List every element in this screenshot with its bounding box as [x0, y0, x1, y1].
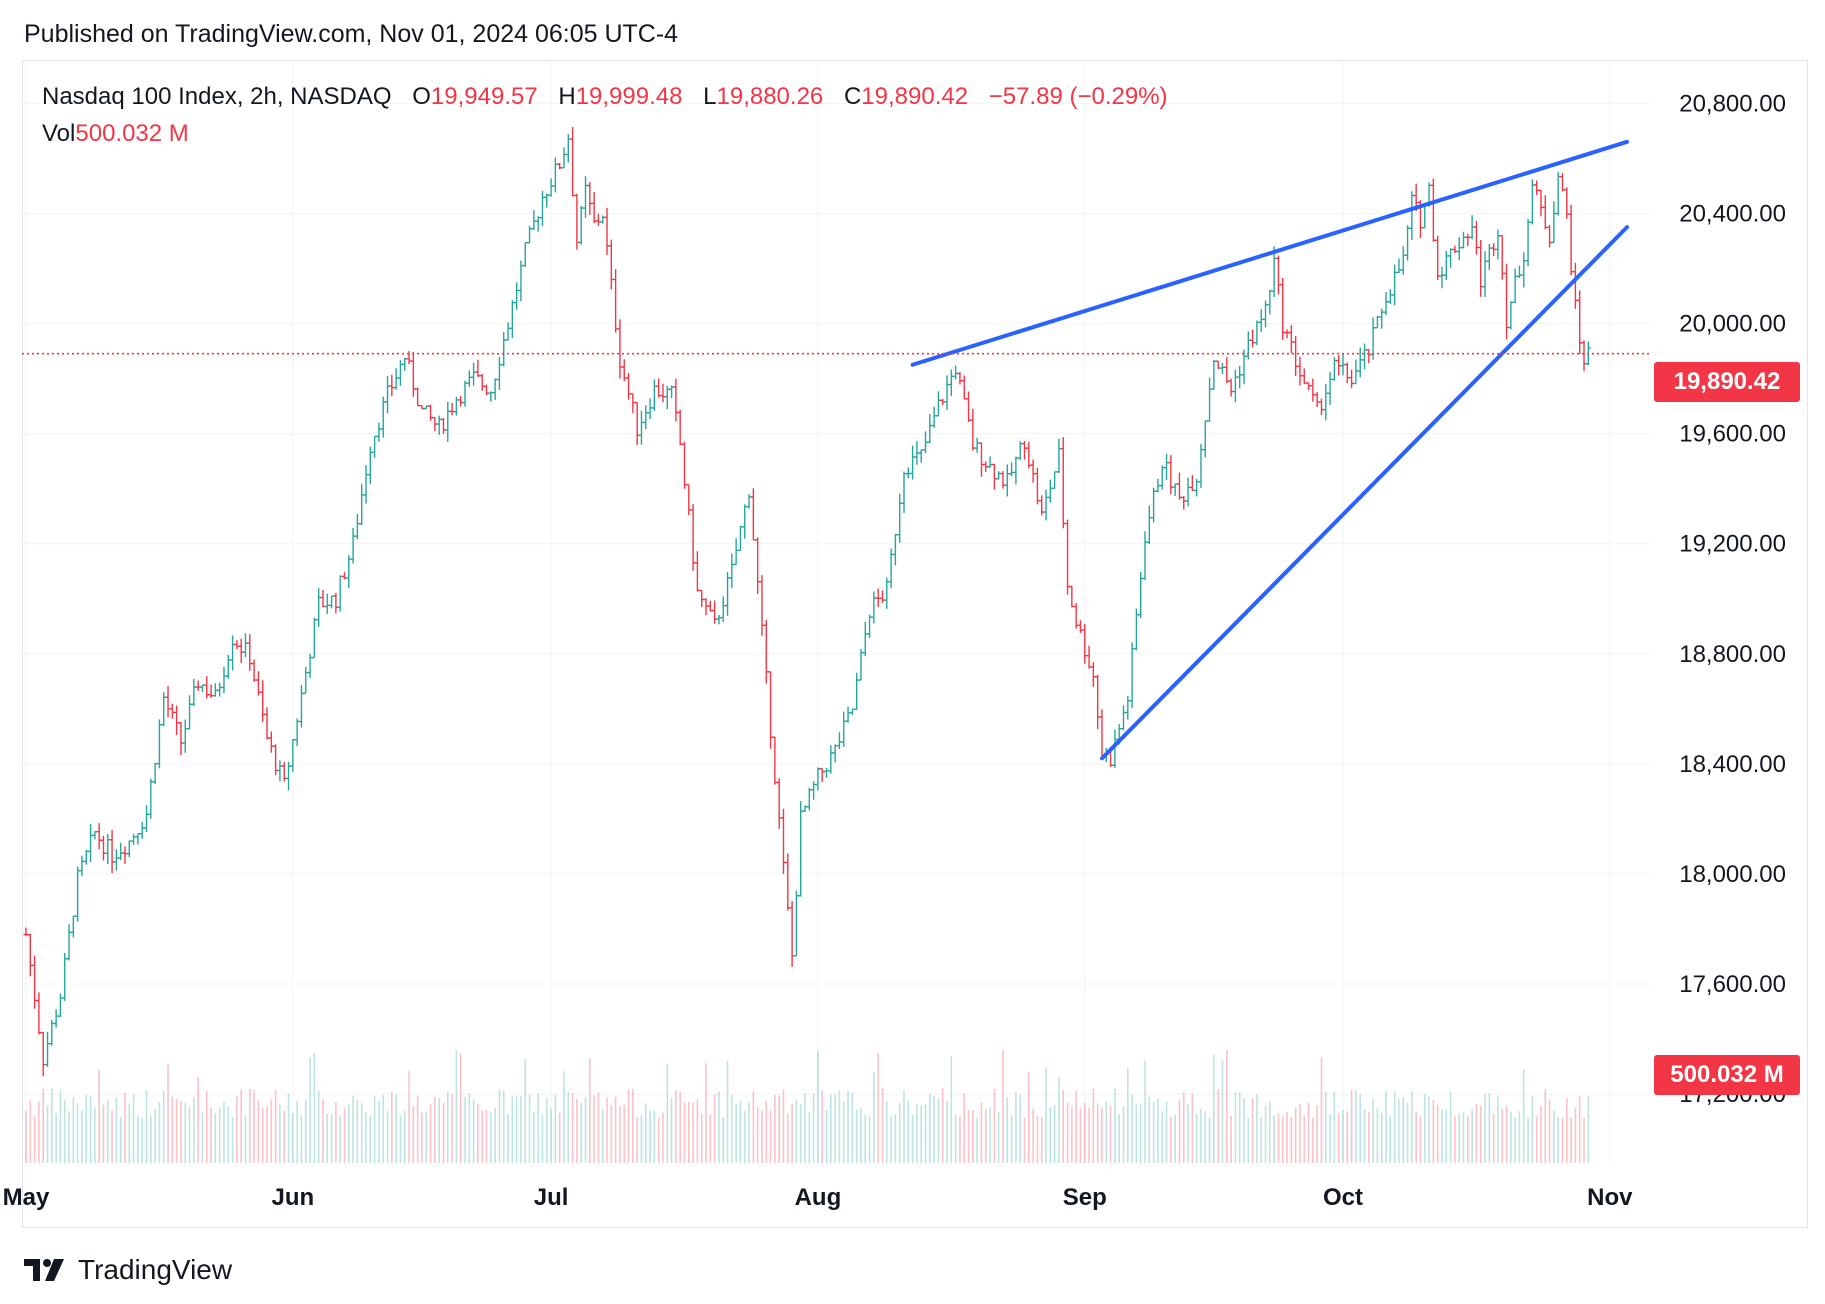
trendlines[interactable] — [910, 139, 1630, 761]
open-value: 19,949.57 — [430, 83, 538, 110]
low-value: 19,880.26 — [716, 83, 824, 110]
close-value: 19,890.42 — [861, 83, 969, 110]
x-tick-label: Jun — [272, 1184, 315, 1211]
y-tick-label: 18,000.00 — [1679, 861, 1786, 888]
volume-legend: Vol500.032 M — [42, 120, 189, 148]
x-axis: May Jun Jul Aug Sep Oct Nov — [3, 1184, 1633, 1211]
last-price-tag: 19,890.42 — [1654, 362, 1800, 402]
x-tick-label: May — [3, 1184, 50, 1211]
vol-value: 500.032 M — [75, 120, 189, 147]
tradingview-logo-icon — [24, 1259, 64, 1281]
y-tick-label: 20,800.00 — [1679, 90, 1786, 117]
x-tick-label: Jul — [534, 1184, 569, 1211]
y-tick-label: 18,800.00 — [1679, 641, 1786, 668]
open-label: O — [412, 83, 431, 110]
high-label: H — [558, 83, 576, 110]
y-tick-label: 18,400.00 — [1679, 751, 1786, 778]
chart-frame — [22, 60, 1808, 1228]
candles[interactable] — [23, 127, 1591, 1077]
footer-brand[interactable]: TradingView — [24, 1254, 232, 1286]
close-label: C — [843, 83, 862, 110]
brand-name: TradingView — [78, 1254, 233, 1285]
y-tick-label: 20,400.00 — [1679, 200, 1786, 227]
low-label: L — [703, 83, 717, 110]
x-tick-label: Nov — [1587, 1184, 1633, 1211]
change-value: −57.89 (−0.29%) — [988, 83, 1168, 110]
x-tick-label: Sep — [1063, 1184, 1107, 1211]
high-value: 19,999.48 — [575, 83, 683, 110]
volume-bars — [25, 1049, 1590, 1163]
y-tick-label: 19,200.00 — [1679, 531, 1786, 558]
y-tick-label: 20,000.00 — [1679, 310, 1786, 337]
symbol-title[interactable]: Nasdaq 100 Index, 2h, NASDAQ — [42, 83, 392, 110]
trendline-upper — [910, 139, 1630, 367]
published-caption: Published on TradingView.com, Nov 01, 20… — [24, 20, 679, 48]
vol-label[interactable]: Vol — [42, 120, 76, 147]
last-volume-tag: 500.032 M — [1654, 1055, 1800, 1095]
x-tick-label: Oct — [1323, 1184, 1363, 1211]
y-tick-label: 19,600.00 — [1679, 421, 1786, 448]
y-tick-label: 17,600.00 — [1679, 971, 1786, 998]
trendline-lower — [1099, 225, 1630, 761]
x-tick-label: Aug — [795, 1184, 842, 1211]
grid-lines — [22, 62, 1650, 1163]
y-axis: 20,800.00 20,400.00 20,000.00 19,600.00 19,2… — [1679, 90, 1786, 1108]
ohlc-legend: Nasdaq 100 Index, 2h, NASDAQ O19,949.57 … — [42, 83, 1168, 111]
